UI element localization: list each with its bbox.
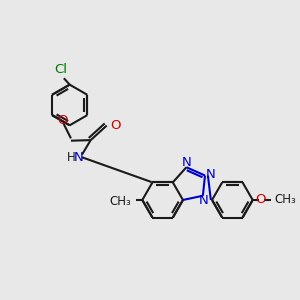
Text: N: N <box>206 168 215 182</box>
Text: H: H <box>67 151 75 164</box>
Text: Cl: Cl <box>54 64 67 76</box>
Text: N: N <box>199 194 208 208</box>
Text: N: N <box>182 155 192 169</box>
Text: O: O <box>110 118 121 131</box>
Text: O: O <box>57 114 68 127</box>
Text: N: N <box>74 151 84 164</box>
Text: CH₃: CH₃ <box>110 195 132 208</box>
Text: O: O <box>256 194 266 206</box>
Text: CH₃: CH₃ <box>274 194 296 206</box>
